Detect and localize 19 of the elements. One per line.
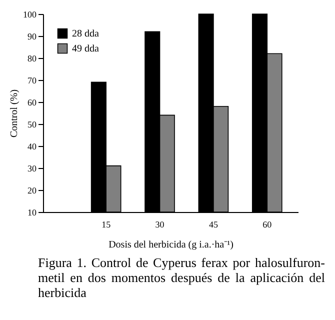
x-axis-title: Dosis del herbicida (g i.a.·ha⁻¹) xyxy=(108,240,234,250)
legend-label: 28 dda xyxy=(72,28,100,40)
y-tick-label: 100 xyxy=(23,10,37,20)
legend-label: 49 dda xyxy=(72,44,100,54)
y-tick-label: 50 xyxy=(28,120,37,130)
x-tick-label: 15 xyxy=(102,220,112,230)
y-tick-label: 90 xyxy=(28,32,37,42)
x-tick-label: 60 xyxy=(262,220,272,230)
y-tick-label: 10 xyxy=(28,208,37,218)
y-tick-label: 40 xyxy=(28,142,37,152)
y-tick-label: 20 xyxy=(28,186,37,196)
y-tick-label: 80 xyxy=(28,54,37,64)
y-tick-label: 30 xyxy=(28,164,37,174)
x-tick-label: 45 xyxy=(208,220,218,230)
x-tick-label: 30 xyxy=(155,220,165,230)
y-axis-title: Control (%) xyxy=(9,89,20,138)
text: Figura 1. Control de Cyperus ferax por halosulfuron-metil en dos momentos después de la aplicación del herbicida xyxy=(38,255,325,300)
y-tick-label: 60 xyxy=(28,98,37,108)
y-tick-label: 70 xyxy=(28,76,37,86)
